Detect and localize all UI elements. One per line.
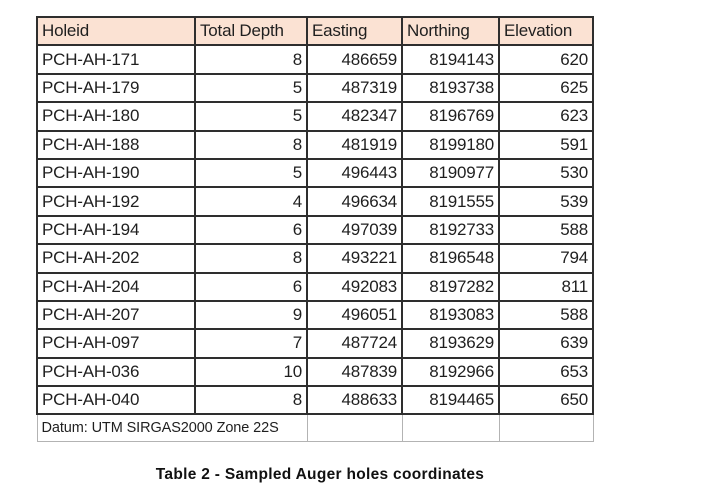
cell-elevation: 794 [498, 243, 594, 274]
cell-northing: 8192966 [401, 356, 500, 388]
cell-total-depth: 4 [194, 186, 308, 217]
cell-easting: 488633 [306, 385, 403, 416]
cell-total-depth: 5 [194, 101, 308, 132]
cell-northing: 8199180 [401, 129, 500, 160]
cell-elevation: 625 [498, 72, 594, 104]
table-row: PCH-AH-036 10 487839 8192966 653 [36, 356, 594, 388]
cell-elevation: 530 [498, 157, 594, 189]
table-caption: Table 2 - Sampled Auger holes coordinate… [155, 466, 485, 483]
cell-northing: 8197282 [401, 271, 500, 302]
table-row: PCH-AH-171 8 486659 8194143 620 [36, 44, 594, 75]
datum-row: Datum: UTM SIRGAS2000 Zone 22S [36, 413, 594, 443]
cell-holeid: PCH-AH-190 [36, 157, 196, 189]
cell-easting: 497039 [306, 214, 403, 246]
cell-easting: 493221 [306, 243, 403, 274]
cell-total-depth: 5 [194, 72, 308, 104]
datum-note: Datum: UTM SIRGAS2000 Zone 22S [36, 413, 308, 443]
cell-northing: 8190977 [401, 157, 500, 189]
cell-easting: 482347 [306, 101, 403, 132]
cell-northing: 8194143 [401, 44, 500, 75]
cell-elevation: 591 [498, 129, 594, 160]
cell-total-depth: 8 [194, 44, 308, 75]
table-row: PCH-AH-180 5 482347 8196769 623 [36, 101, 594, 132]
cell-holeid: PCH-AH-192 [36, 186, 196, 217]
cell-elevation: 623 [498, 101, 594, 132]
col-header-elevation: Elevation [498, 15, 594, 47]
cell-holeid: PCH-AH-207 [36, 299, 196, 331]
cell-northing: 8196548 [401, 243, 500, 274]
datum-empty-cell-northing [401, 413, 500, 443]
col-header-holeid: Holeid [36, 15, 196, 47]
cell-easting: 492083 [306, 271, 403, 302]
col-header-easting: Easting [306, 15, 403, 47]
table-row: PCH-AH-202 8 493221 8196548 794 [36, 243, 594, 274]
cell-elevation: 588 [498, 299, 594, 331]
cell-holeid: PCH-AH-036 [36, 356, 196, 388]
cell-easting: 486659 [306, 44, 403, 75]
cell-easting: 481919 [306, 129, 403, 160]
table-row: PCH-AH-040 8 488633 8194465 650 [36, 385, 594, 416]
cell-northing: 8193738 [401, 72, 500, 104]
cell-holeid: PCH-AH-179 [36, 72, 196, 104]
col-header-total-depth: Total Depth [194, 15, 308, 47]
cell-easting: 496443 [306, 157, 403, 189]
cell-holeid: PCH-AH-204 [36, 271, 196, 302]
cell-northing: 8193629 [401, 328, 500, 359]
cell-total-depth: 7 [194, 328, 308, 359]
cell-holeid: PCH-AH-188 [36, 129, 196, 160]
cell-northing: 8193083 [401, 299, 500, 331]
datum-empty-cell-easting [306, 413, 403, 443]
table-row: PCH-AH-179 5 487319 8193738 625 [36, 72, 594, 104]
cell-holeid: PCH-AH-202 [36, 243, 196, 274]
cell-total-depth: 8 [194, 129, 308, 160]
cell-holeid: PCH-AH-040 [36, 385, 196, 416]
table-row: PCH-AH-194 6 497039 8192733 588 [36, 214, 594, 246]
cell-northing: 8191555 [401, 186, 500, 217]
cell-easting: 496051 [306, 299, 403, 331]
table-row: PCH-AH-190 5 496443 8190977 530 [36, 157, 594, 189]
cell-elevation: 811 [498, 271, 594, 302]
cell-elevation: 653 [498, 356, 594, 388]
table-row: PCH-AH-097 7 487724 8193629 639 [36, 328, 594, 359]
cell-northing: 8196769 [401, 101, 500, 132]
cell-elevation: 539 [498, 186, 594, 217]
cell-total-depth: 9 [194, 299, 308, 331]
cell-northing: 8194465 [401, 385, 500, 416]
table-row: PCH-AH-192 4 496634 8191555 539 [36, 186, 594, 217]
table-row: PCH-AH-188 8 481919 8199180 591 [36, 129, 594, 160]
cell-holeid: PCH-AH-180 [36, 101, 196, 132]
cell-holeid: PCH-AH-097 [36, 328, 196, 359]
cell-total-depth: 10 [194, 356, 308, 388]
cell-easting: 496634 [306, 186, 403, 217]
cell-elevation: 639 [498, 328, 594, 359]
cell-total-depth: 6 [194, 214, 308, 246]
cell-holeid: PCH-AH-194 [36, 214, 196, 246]
table-body: PCH-AH-171 8 486659 8194143 620 PCH-AH-179 5 48… [36, 44, 594, 416]
table-row: PCH-AH-207 9 496051 8193083 588 [36, 299, 594, 331]
cell-total-depth: 6 [194, 271, 308, 302]
cell-elevation: 650 [498, 385, 594, 416]
cell-easting: 487724 [306, 328, 403, 359]
datum-empty-cell-elevation [498, 413, 594, 443]
cell-total-depth: 5 [194, 157, 308, 189]
cell-holeid: PCH-AH-171 [36, 44, 196, 75]
cell-total-depth: 8 [194, 385, 308, 416]
table-row: PCH-AH-204 6 492083 8197282 811 [36, 271, 594, 302]
col-header-northing: Northing [401, 15, 500, 47]
cell-easting: 487839 [306, 356, 403, 388]
auger-holes-table: Holeid Total Depth Easting Northing Elev… [36, 15, 594, 443]
header-row: Holeid Total Depth Easting Northing Elev… [36, 15, 594, 47]
cell-northing: 8192733 [401, 214, 500, 246]
cell-elevation: 620 [498, 44, 594, 75]
cell-total-depth: 8 [194, 243, 308, 274]
cell-elevation: 588 [498, 214, 594, 246]
cell-easting: 487319 [306, 72, 403, 104]
